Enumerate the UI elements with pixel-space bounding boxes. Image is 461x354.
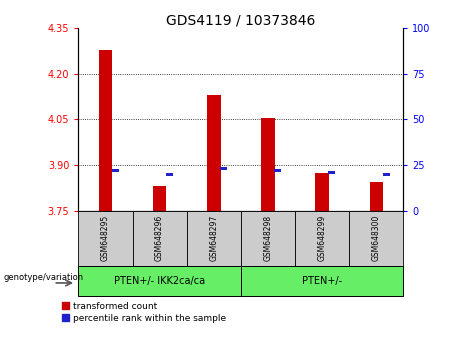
Bar [99, 50, 112, 211]
Bar [207, 95, 220, 211]
Bar [370, 182, 383, 211]
Text: GSM648300: GSM648300 [372, 215, 381, 261]
Bar [328, 171, 336, 174]
Bar [349, 211, 403, 266]
Text: GSM648296: GSM648296 [155, 215, 164, 261]
Bar [241, 266, 403, 296]
Bar [153, 186, 166, 211]
Text: genotype/variation: genotype/variation [3, 273, 83, 282]
Bar [78, 211, 133, 266]
Legend: transformed count, percentile rank within the sample: transformed count, percentile rank withi… [60, 300, 228, 325]
Bar [187, 211, 241, 266]
Bar [261, 118, 275, 211]
Bar [112, 169, 119, 172]
Text: GSM648295: GSM648295 [101, 215, 110, 261]
Text: GSM648299: GSM648299 [318, 215, 327, 261]
Text: GSM648297: GSM648297 [209, 215, 219, 261]
Title: GDS4119 / 10373846: GDS4119 / 10373846 [166, 13, 316, 27]
Bar [241, 211, 295, 266]
Bar [166, 172, 173, 176]
Bar [274, 169, 281, 172]
Text: GSM648298: GSM648298 [263, 215, 272, 261]
Bar [295, 211, 349, 266]
Text: PTEN+/-: PTEN+/- [302, 275, 342, 286]
Bar [315, 173, 329, 211]
Bar [133, 211, 187, 266]
Bar [383, 172, 390, 176]
Bar [78, 266, 241, 296]
Bar [220, 167, 227, 170]
Text: PTEN+/- IKK2ca/ca: PTEN+/- IKK2ca/ca [114, 275, 205, 286]
